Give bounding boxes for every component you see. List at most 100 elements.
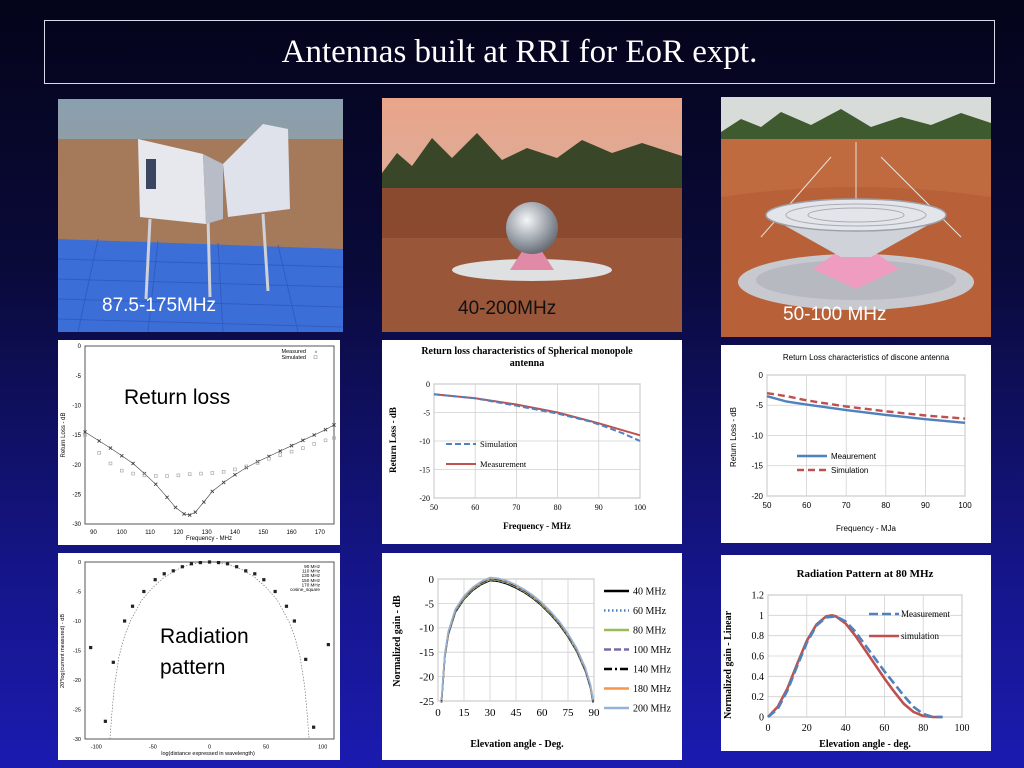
data-point-simulated bbox=[187, 472, 192, 476]
data-point-simulated bbox=[255, 461, 260, 465]
y-tick-label: -5 bbox=[76, 589, 81, 595]
y-axis-label: Normalized gain - dB bbox=[392, 595, 403, 687]
series-line-measured bbox=[84, 424, 335, 516]
legend-label: 80 MHz bbox=[633, 626, 667, 637]
chart-title: Return Loss characteristics of discone a… bbox=[783, 353, 950, 362]
y-tick-label: 0.6 bbox=[752, 652, 765, 663]
legend-label: 60 MHz bbox=[633, 606, 667, 617]
y-tick-label: -20 bbox=[419, 494, 430, 503]
y-tick-label: -5 bbox=[756, 401, 764, 410]
x-tick-label: 75 bbox=[563, 707, 575, 719]
y-axis-label: Return Loss - dB bbox=[388, 407, 398, 473]
legend-label-measurement: Measurement bbox=[480, 459, 527, 469]
data-point-measured bbox=[226, 562, 230, 566]
data-point-simulated bbox=[221, 470, 226, 474]
x-axis-label: Elevation angle - deg. bbox=[819, 739, 911, 750]
y-tick-label: -15 bbox=[419, 647, 434, 659]
y-tick-label: 0 bbox=[429, 574, 435, 586]
x-tick-label: 0 bbox=[766, 723, 771, 734]
y-tick-label: -10 bbox=[419, 623, 434, 635]
x-tick-label: 45 bbox=[511, 707, 523, 719]
x-tick-label: 70 bbox=[842, 501, 851, 510]
data-point-measured bbox=[111, 660, 115, 664]
series-line-200-mhz bbox=[440, 576, 594, 700]
chart-radiation-horn: -100 -50 0 50 100 0 -5 -10 -15 -20 -25 -30 log(dista… bbox=[60, 560, 335, 757]
data-point-simulated bbox=[83, 433, 87, 437]
data-point-measured bbox=[216, 560, 221, 565]
data-point-measured bbox=[142, 589, 146, 594]
overlay-radiation-line2: pattern bbox=[160, 656, 226, 679]
photo-label-1: 87.5-175MHz bbox=[102, 295, 217, 316]
slide-title: Antennas built at RRI for EoR expt. bbox=[281, 33, 758, 70]
data-point-measured bbox=[89, 645, 93, 650]
y-axis-label: Normalized gain - Linear bbox=[723, 610, 734, 719]
x-tick-label: 90 bbox=[921, 501, 930, 510]
photo-antenna-3: 50-100 MHz bbox=[721, 97, 991, 337]
data-point-simulated bbox=[301, 446, 305, 450]
chart-panel-radiation-2: 0 15 30 45 60 75 90 0 -5 -10 -15 -20 -25 Elevation an… bbox=[382, 553, 682, 760]
overlay-return-loss: Return loss bbox=[124, 386, 231, 409]
x-tick-label: 110 bbox=[145, 530, 155, 536]
legend-label: 130 MHz bbox=[302, 573, 321, 578]
y-tick-label: 0 bbox=[78, 344, 82, 350]
x-axis-label: Elevation angle - Deg. bbox=[470, 739, 564, 750]
x-tick-label: 60 bbox=[802, 501, 811, 510]
x-tick-label: 40 bbox=[841, 723, 851, 734]
y-axis-label: Return Loss - dB bbox=[61, 412, 67, 457]
chart-radiation-spherical: 0 15 30 45 60 75 90 0 -5 -10 -15 -20 -25 Elevation an… bbox=[392, 574, 672, 750]
x-tick-label: 80 bbox=[554, 503, 562, 512]
data-point-measured bbox=[171, 569, 175, 573]
legend-label-meaurement: Meaurement bbox=[831, 452, 877, 461]
y-tick-label: 0.2 bbox=[752, 692, 765, 703]
title-box: Antennas built at RRI for EoR expt. bbox=[44, 20, 995, 84]
legend-label-simulation: Simulation bbox=[480, 439, 518, 449]
y-tick-label: 1.2 bbox=[752, 591, 765, 602]
chart-title-line1: Return loss characteristics of Spherical… bbox=[421, 346, 633, 357]
y-tick-label: -5 bbox=[76, 374, 82, 380]
y-tick-label: -20 bbox=[73, 678, 81, 684]
data-point-simulated bbox=[210, 471, 215, 475]
legend-label: 170 MHz bbox=[302, 582, 321, 587]
data-point-simulated bbox=[233, 467, 237, 472]
y-tick-label: -5 bbox=[423, 408, 430, 417]
photo-antenna-1: 87.5-175MHz bbox=[58, 99, 343, 332]
y-tick-label: -15 bbox=[73, 648, 81, 654]
x-tick-label: 20 bbox=[802, 723, 812, 734]
x-tick-label: -50 bbox=[149, 745, 157, 751]
data-point-measured bbox=[162, 572, 166, 576]
x-axis-label: Frequency - MJa bbox=[836, 524, 897, 533]
data-point-measured bbox=[284, 604, 289, 608]
chart-panel-return-loss-3: Return Loss characteristics of discone a… bbox=[721, 345, 991, 543]
x-tick-label: 130 bbox=[202, 530, 213, 536]
x-tick-label: 100 bbox=[634, 503, 646, 512]
y-tick-label: 0 bbox=[759, 713, 764, 724]
data-point-measured bbox=[207, 560, 212, 564]
y-tick-label: -25 bbox=[419, 696, 434, 708]
y-tick-label: 0 bbox=[759, 371, 764, 380]
overlay-radiation-line1: Radiation bbox=[160, 625, 249, 648]
chart-panel-return-loss-1: 90 100 110 120 130 140 150 160 170 0 -5 -10 -15 -20 -2… bbox=[58, 340, 340, 545]
x-axis-label: log(distance expressed in wavelength) bbox=[161, 751, 255, 757]
y-tick-label: -25 bbox=[73, 707, 81, 713]
x-tick-label: 60 bbox=[471, 503, 479, 512]
data-point-simulated bbox=[244, 464, 249, 469]
data-point-simulated bbox=[153, 474, 158, 478]
x-tick-label: 100 bbox=[958, 501, 972, 510]
x-tick-label: 100 bbox=[318, 745, 327, 751]
data-point-measured bbox=[130, 604, 135, 608]
data-point-simulated bbox=[289, 449, 294, 454]
y-tick-label: -10 bbox=[72, 403, 81, 409]
legend-label: 150 MHz bbox=[302, 578, 321, 583]
data-point-simulated bbox=[176, 473, 181, 478]
legend-label: cosine_square bbox=[290, 587, 320, 592]
y-tick-label: 0 bbox=[426, 380, 430, 389]
chart-title: Radiation Pattern at 80 MHz bbox=[797, 568, 934, 580]
x-axis-label: Frequency - MHz bbox=[503, 521, 571, 531]
data-point-measured bbox=[262, 578, 266, 582]
y-tick-label: -5 bbox=[425, 598, 435, 610]
x-tick-label: 15 bbox=[459, 707, 471, 719]
y-tick-label: 0.8 bbox=[752, 631, 765, 642]
x-tick-label: 90 bbox=[595, 503, 603, 512]
x-tick-label: 160 bbox=[287, 530, 298, 536]
y-tick-label: -30 bbox=[72, 522, 81, 528]
